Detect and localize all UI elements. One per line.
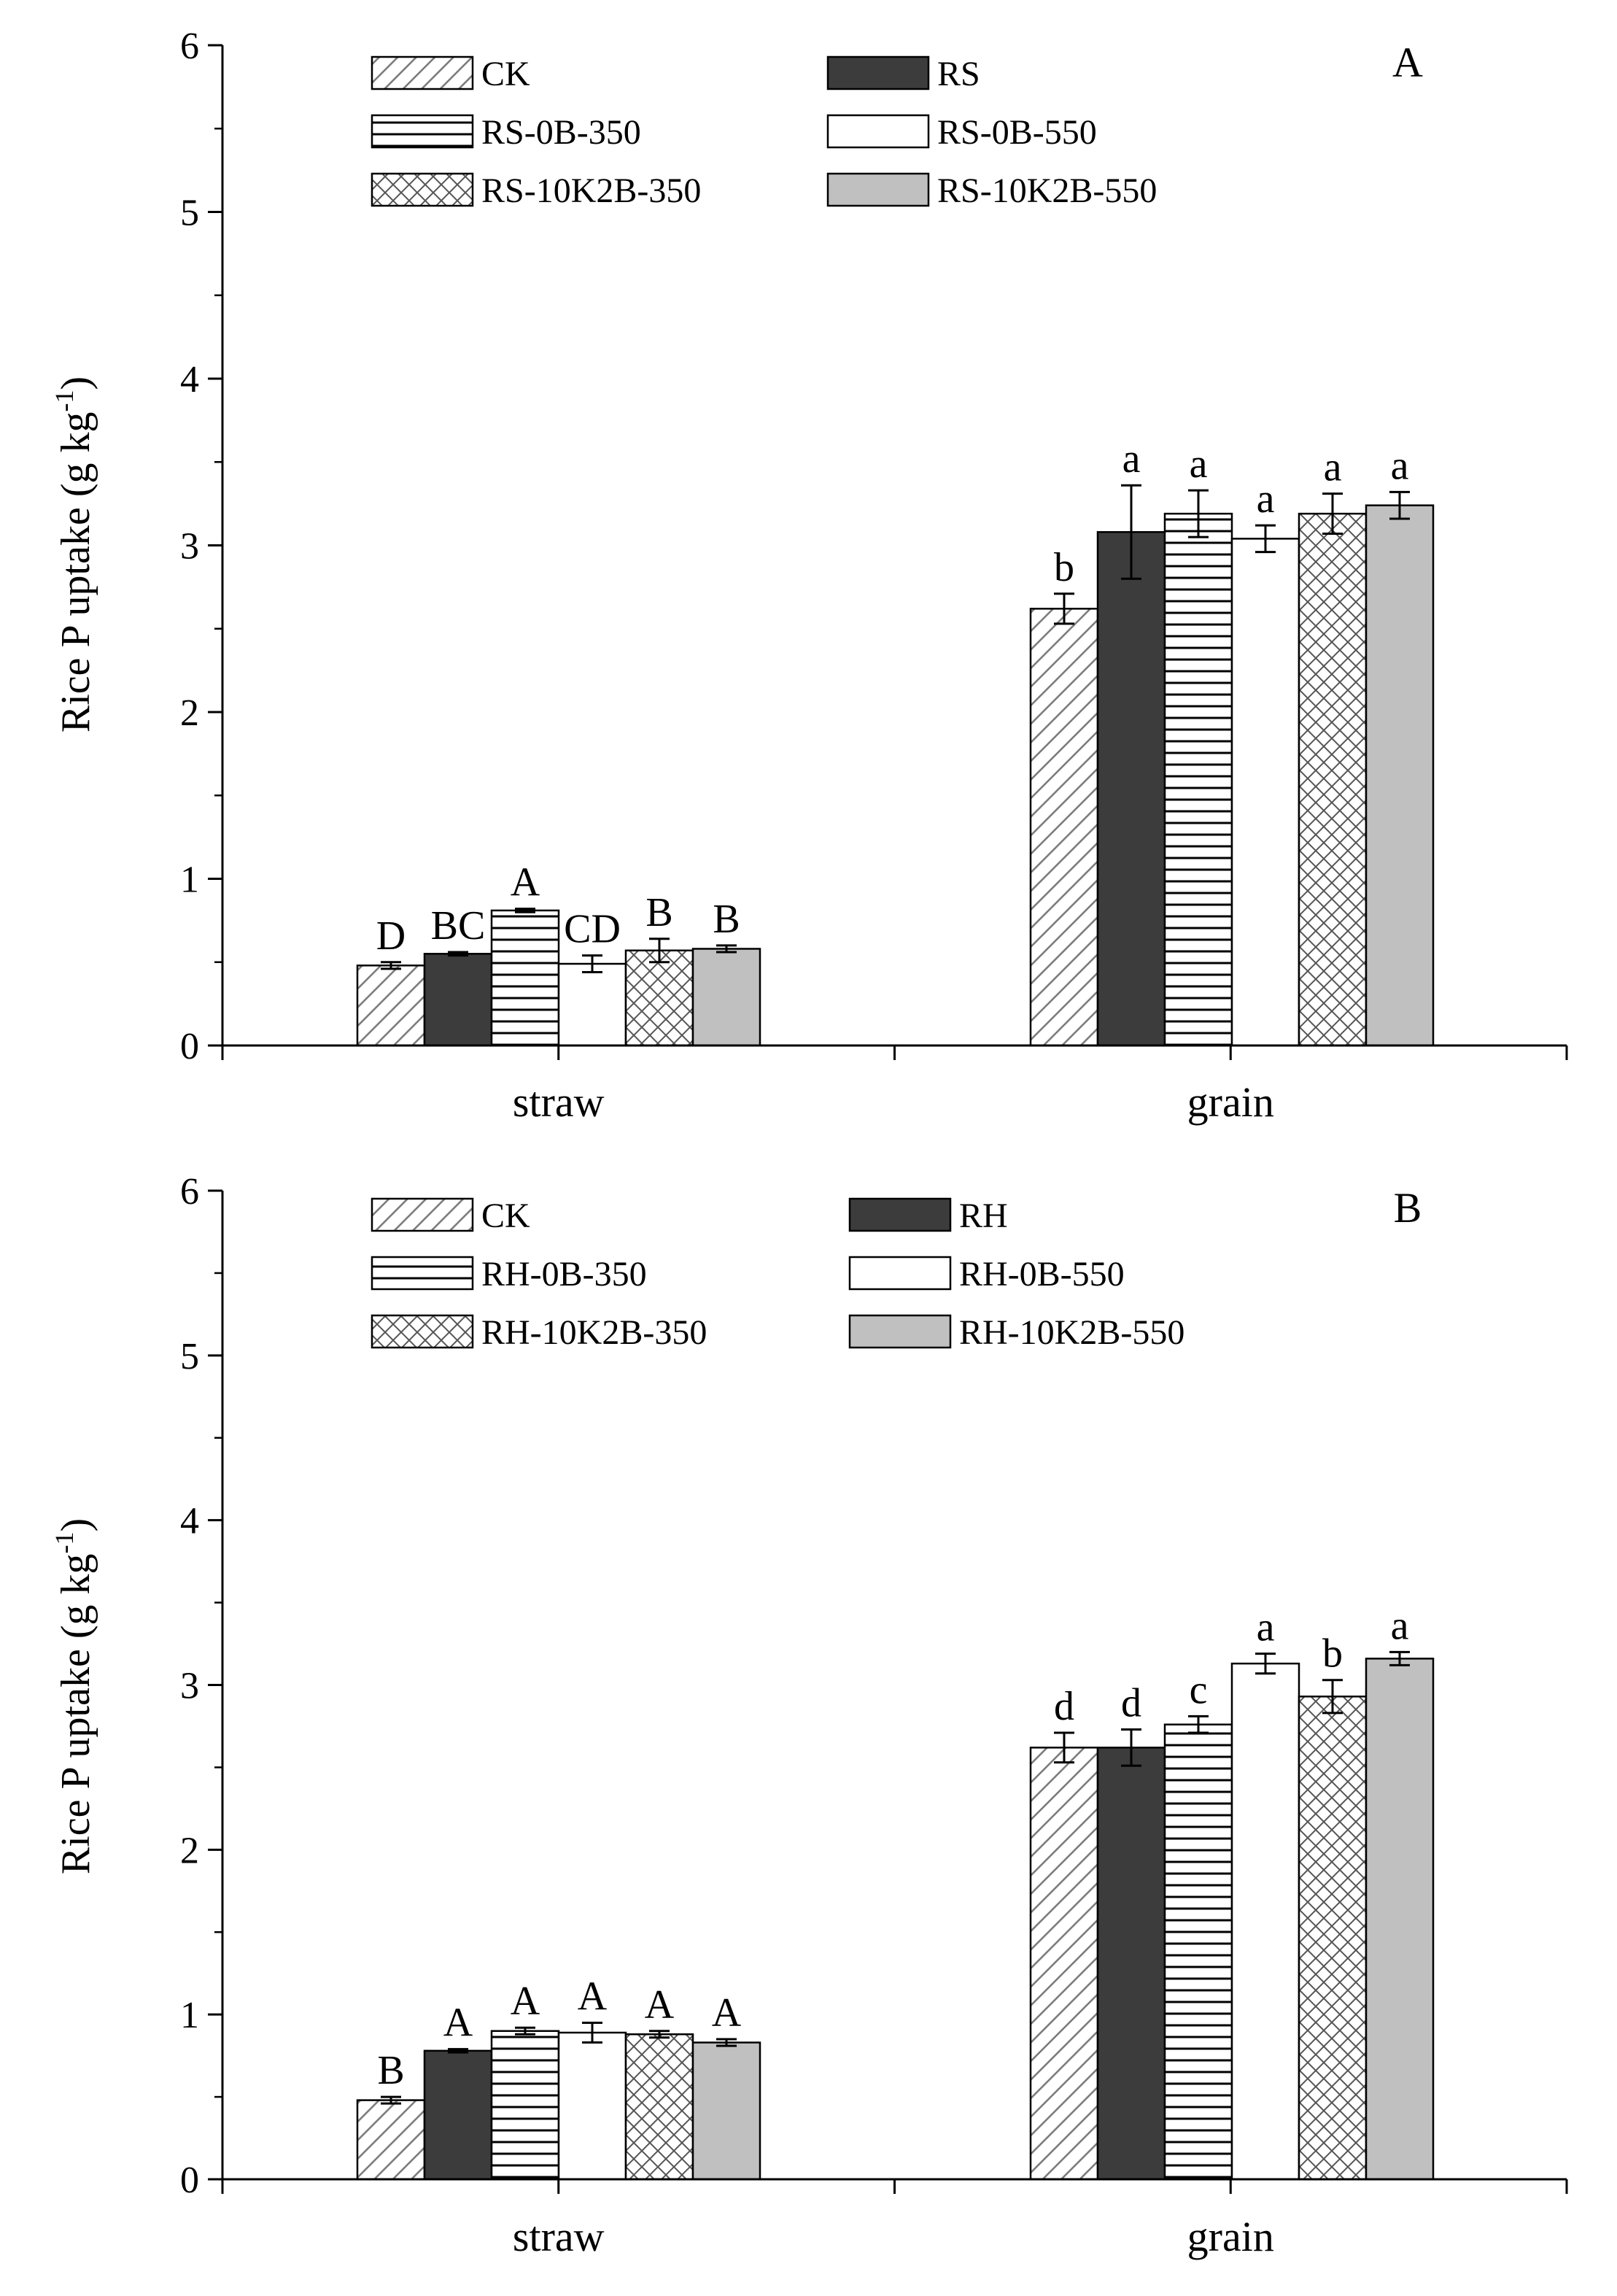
panel-b-bar xyxy=(624,2033,694,2181)
panel-a-legend-label: RS-10K2B-350 xyxy=(481,171,701,210)
panel-a-significance-letter: D xyxy=(376,913,406,959)
panel-b-significance-letter: A xyxy=(712,1990,742,2036)
panel-a-legend-label: RS-0B-350 xyxy=(481,113,641,152)
panel-a-bar xyxy=(1096,530,1166,1047)
panel-a-significance-letter: a xyxy=(1122,436,1141,482)
panel-a-legend-swatch xyxy=(371,55,474,90)
panel-a-bar xyxy=(356,965,426,1047)
panel-a-bar xyxy=(691,948,761,1047)
panel-b-y-tick-label: 3 xyxy=(180,1666,199,1707)
panel-b-significance-letter: A xyxy=(578,1974,608,2019)
panel-b-legend-swatch xyxy=(848,1197,952,1232)
panel-b-legend-label: RH xyxy=(959,1197,1008,1235)
panel-a-y-tick-label: 5 xyxy=(180,193,199,234)
panel-b-y-tick-label: 5 xyxy=(180,1336,199,1377)
panel-a-y-tick-label: 4 xyxy=(180,359,199,401)
panel-a-y-tick-label: 1 xyxy=(180,859,199,901)
panel-a-significance-letter: B xyxy=(645,890,672,935)
panel-a-legend-swatch xyxy=(826,172,930,207)
panel-a-legend-swatch xyxy=(826,114,930,149)
panel-b-bar xyxy=(1365,1658,1435,2181)
panel-a-bar xyxy=(1029,608,1099,1047)
panel-b-legend-label: CK xyxy=(481,1197,530,1235)
panel-b-bar xyxy=(490,2030,560,2181)
panel-a-legend-label: RS-10K2B-550 xyxy=(937,171,1157,210)
panel-a-significance-letter: A xyxy=(511,860,540,905)
panel-a-bar xyxy=(490,909,560,1047)
panel-a-category-label: straw xyxy=(513,1078,605,1126)
panel-b-significance-letter: B xyxy=(377,2048,404,2093)
panel-b-bar xyxy=(691,2041,761,2181)
panel-b-bar xyxy=(423,2049,493,2181)
panel-a-category-label: grain xyxy=(1187,1078,1274,1126)
panel-a-legend-label: RS-0B-550 xyxy=(937,113,1097,152)
panel-b-significance-letter: A xyxy=(443,2001,473,2046)
panel-b-category-label: grain xyxy=(1187,2213,1274,2260)
panel-a-y-tick-label: 3 xyxy=(180,526,199,568)
panel-a-y-tick-label: 0 xyxy=(180,1026,199,1067)
panel-a-legend-label: RS xyxy=(937,55,980,93)
panel-b-bar xyxy=(1298,1696,1368,2181)
panel-a-bar xyxy=(624,949,694,1047)
panel-b-category-label: straw xyxy=(513,2213,605,2260)
panel-b-legend-swatch xyxy=(848,1256,952,1291)
panel-a-y-tick-label: 2 xyxy=(180,692,199,734)
panel-b-label: B xyxy=(1394,1184,1422,1232)
panel-b-significance-letter: b xyxy=(1322,1631,1343,1677)
panel-a-bar xyxy=(1230,538,1300,1047)
panel-a-legend-swatch xyxy=(371,114,474,149)
panel-a-chart: Rice P uptake (g kg-1) A Db BC a Aa CD a Ba Ba 0… xyxy=(50,26,1568,1126)
panel-a-legend-label: CK xyxy=(481,55,530,93)
panel-b-legend-swatch xyxy=(371,1256,474,1291)
panel-b-bar xyxy=(557,2031,627,2181)
panel-a-ylabel: Rice P uptake (g kg-1) xyxy=(50,376,98,733)
panel-a-bar xyxy=(557,962,627,1047)
panel-b-legend-swatch xyxy=(848,1314,952,1349)
panel-b-significance-letter: d xyxy=(1121,1680,1141,1725)
panel-a-significance-letter: a xyxy=(1391,443,1409,488)
panel-a-bar xyxy=(1163,512,1233,1047)
panel-b-significance-letter: A xyxy=(645,1982,675,2028)
panel-a-significance-letter: CD xyxy=(564,907,621,952)
panel-a-significance-letter: b xyxy=(1054,545,1074,590)
panel-b-legend-swatch xyxy=(371,1314,474,1349)
panel-a-label: A xyxy=(1392,39,1423,86)
panel-a-bar xyxy=(1298,512,1368,1047)
panel-b-bar xyxy=(1230,1662,1300,2181)
panel-b-legend-label: RH-0B-550 xyxy=(959,1255,1125,1294)
panel-b-y-tick-label: 6 xyxy=(180,1171,199,1213)
panel-b-y-tick-label: 2 xyxy=(180,1830,199,1871)
panel-a-significance-letter: a xyxy=(1324,445,1342,490)
panel-b-y-tick-label: 0 xyxy=(180,2160,199,2201)
panel-b-bar xyxy=(1029,1747,1099,2181)
panel-b-significance-letter: c xyxy=(1190,1667,1208,1712)
panel-a-significance-letter: a xyxy=(1190,441,1208,487)
panel-b-significance-letter: d xyxy=(1054,1684,1074,1729)
panel-b-significance-letter: a xyxy=(1257,1605,1275,1650)
panel-a-significance-letter: B xyxy=(713,897,740,942)
panel-b-significance-letter: A xyxy=(511,1979,540,2024)
panel-b-chart: Rice P uptake (g kg-1) B Bd Ad Ac Aa Ab Aa 0 1 2… xyxy=(50,1171,1568,2260)
panel-b-legend-label: RH-10K2B-350 xyxy=(481,1313,707,1352)
panel-b-bar xyxy=(1096,1747,1166,2181)
panel-a-legend-swatch xyxy=(371,172,474,207)
panel-b-y-tick-label: 4 xyxy=(180,1501,199,1542)
panel-b-significance-letter: a xyxy=(1391,1603,1409,1648)
panel-a-significance-letter: BC xyxy=(431,903,486,948)
panel-b-bar xyxy=(1163,1723,1233,2181)
panel-a-y-tick-label: 6 xyxy=(180,26,199,67)
panel-a-bar xyxy=(1365,504,1435,1047)
panel-b-y-tick-label: 1 xyxy=(180,1995,199,2036)
panel-b-legend-swatch xyxy=(371,1197,474,1232)
panel-b-legend-label: RH-0B-350 xyxy=(481,1255,647,1294)
panel-b-ylabel: Rice P uptake (g kg-1) xyxy=(50,1518,98,1874)
panel-b-bar xyxy=(356,2099,426,2181)
panel-a-legend-swatch xyxy=(826,55,930,90)
panel-a-significance-letter: a xyxy=(1257,476,1275,522)
panel-a-bar xyxy=(423,953,493,1047)
panel-b-legend-label: RH-10K2B-550 xyxy=(959,1313,1184,1352)
